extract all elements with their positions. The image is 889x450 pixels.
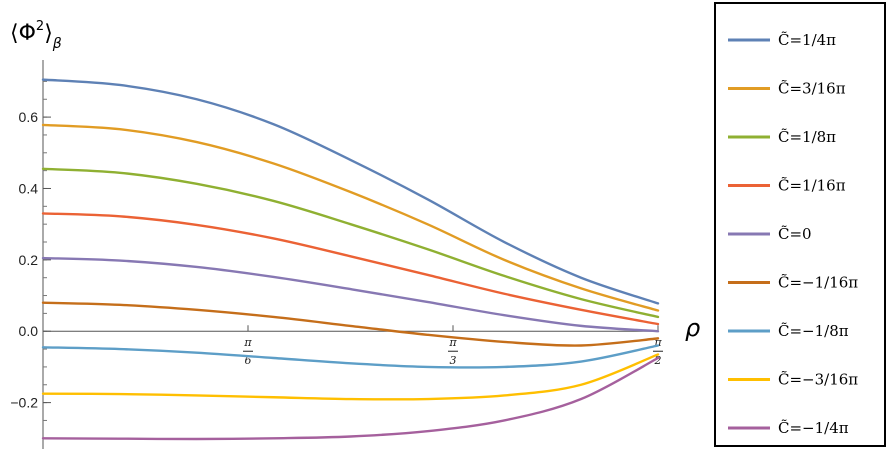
series-line-3 <box>41 212 660 326</box>
series-line-5 <box>41 301 660 347</box>
legend-label-1: C̃=3/16π <box>778 80 846 98</box>
legend-label-6: C̃=−1/8π <box>778 322 849 340</box>
legend-label-7: C̃=−3/16π <box>778 371 858 389</box>
legend-label-0: C̃=1/4π <box>778 31 836 49</box>
y-tick-label: −0.2 <box>10 395 38 411</box>
x-tick-label-denominator: 2 <box>654 354 662 367</box>
y-axis-title-base: ⟨Φ <box>10 21 36 46</box>
y-tick-label: 0.2 <box>19 252 39 268</box>
legend-box <box>714 2 886 447</box>
x-tick-label-denominator: 6 <box>245 354 252 367</box>
series-line-0 <box>41 78 660 305</box>
series-line-1 <box>41 123 660 312</box>
y-axis-title-close: ⟩ <box>44 21 53 46</box>
x-tick-label-numerator: π <box>653 336 662 349</box>
series-line-7 <box>41 353 660 401</box>
y-tick-label: 0.6 <box>19 109 39 125</box>
y-axis-title-superscript: 2 <box>36 19 44 34</box>
y-tick-label: 0.4 <box>19 180 39 196</box>
series-line-6 <box>41 344 660 369</box>
legend-label-4: C̃=0 <box>778 225 812 243</box>
series-line-4 <box>41 256 660 333</box>
legend-label-8: C̃=−1/4π <box>778 419 849 437</box>
axes: −0.2 0.0 0.2 0.4 0.6 π 6 π 3 π 2 <box>10 60 663 449</box>
curves <box>41 78 660 441</box>
x-tick-label-numerator: π <box>243 336 252 349</box>
y-axis-title: ⟨Φ2⟩β <box>10 19 62 52</box>
series-line-8 <box>41 356 660 441</box>
legend-label-5: C̃=−1/16π <box>778 274 858 292</box>
series-line-2 <box>41 167 660 319</box>
y-axis-title-subscript: β <box>52 36 62 52</box>
legend-label-3: C̃=1/16π <box>778 177 846 195</box>
x-tick-label-denominator: 3 <box>450 354 457 367</box>
x-axis-title: ρ <box>685 314 700 342</box>
legend-label-2: C̃=1/8π <box>778 128 836 146</box>
legend: C̃=1/4π C̃=3/16π C̃=1/8π C̃=1/16π C̃=0 C̃=−1/… <box>728 31 858 437</box>
x-tick-label-numerator: π <box>448 336 457 349</box>
y-tick-label: 0.0 <box>19 323 39 339</box>
